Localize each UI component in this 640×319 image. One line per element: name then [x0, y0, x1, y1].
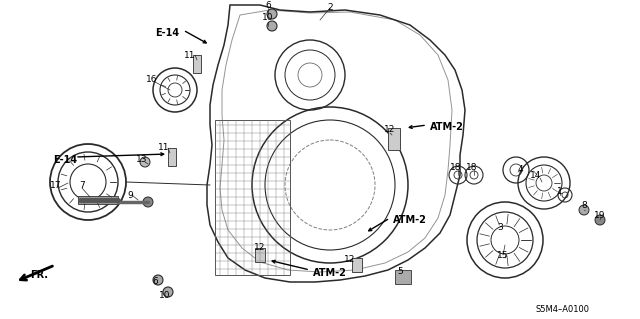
- Text: 11: 11: [184, 50, 196, 60]
- Text: 18: 18: [467, 164, 477, 173]
- Circle shape: [140, 157, 150, 167]
- Bar: [255, 248, 265, 262]
- Circle shape: [595, 215, 605, 225]
- Text: 3: 3: [497, 224, 503, 233]
- Text: 12: 12: [384, 125, 396, 135]
- Text: 11: 11: [158, 144, 170, 152]
- Text: 9: 9: [127, 190, 133, 199]
- Text: ATM-2: ATM-2: [430, 122, 464, 132]
- Text: 4: 4: [517, 166, 523, 174]
- Text: 6: 6: [265, 1, 271, 10]
- Text: 8: 8: [581, 201, 587, 210]
- Text: 14: 14: [531, 170, 541, 180]
- Bar: [352, 258, 362, 272]
- Text: E-14: E-14: [53, 155, 77, 165]
- Text: E-14: E-14: [155, 28, 179, 38]
- Circle shape: [579, 205, 589, 215]
- Bar: [215, 120, 290, 275]
- Text: ATM-2: ATM-2: [393, 215, 427, 225]
- Text: 17: 17: [51, 181, 61, 189]
- Text: FR.: FR.: [30, 270, 48, 280]
- Text: 7: 7: [79, 181, 85, 189]
- Bar: [168, 148, 176, 166]
- Text: 10: 10: [262, 13, 274, 23]
- Text: 13: 13: [136, 155, 148, 165]
- Circle shape: [267, 21, 277, 31]
- Circle shape: [163, 287, 173, 297]
- Bar: [395, 270, 411, 284]
- Text: 10: 10: [159, 291, 171, 300]
- Bar: [78, 196, 118, 204]
- Bar: [193, 55, 201, 73]
- Text: 19: 19: [595, 211, 605, 219]
- Text: 12: 12: [254, 243, 266, 253]
- Text: S5M4–A0100: S5M4–A0100: [535, 305, 589, 314]
- Text: ATM-2: ATM-2: [313, 268, 347, 278]
- Text: 18: 18: [451, 164, 461, 173]
- Text: 15: 15: [497, 250, 509, 259]
- Circle shape: [267, 9, 277, 19]
- Circle shape: [143, 197, 153, 207]
- Text: 16: 16: [147, 76, 157, 85]
- Text: 5: 5: [397, 268, 403, 277]
- Bar: [388, 128, 400, 150]
- Text: 2: 2: [327, 4, 333, 12]
- Text: 1: 1: [557, 188, 563, 197]
- Text: 6: 6: [152, 278, 158, 286]
- Text: 12: 12: [344, 256, 356, 264]
- Circle shape: [153, 275, 163, 285]
